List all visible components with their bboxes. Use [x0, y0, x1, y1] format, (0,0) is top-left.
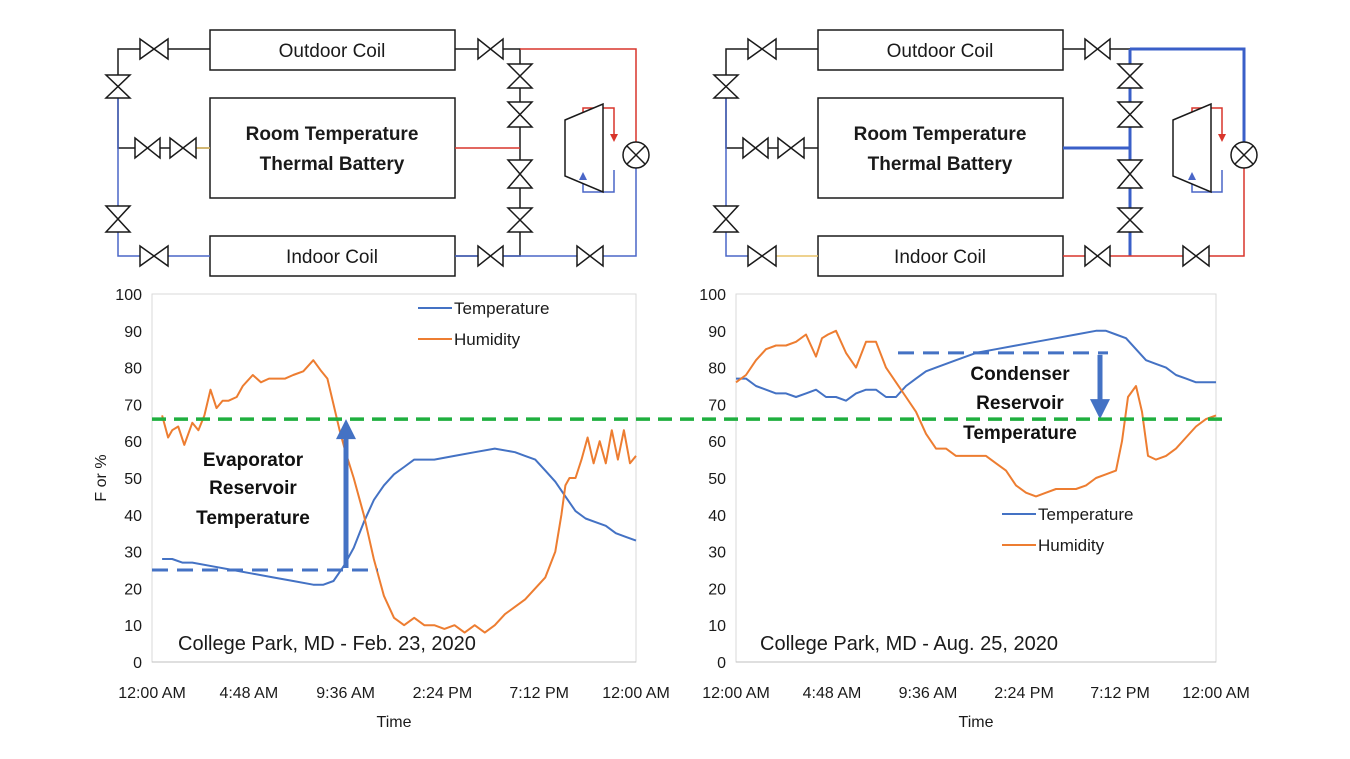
annotation-line: Condenser: [970, 364, 1070, 385]
x-tick-label: 7:12 PM: [1090, 685, 1150, 702]
valves-right: [712, 37, 1210, 268]
x-tick-label: 2:24 PM: [413, 685, 473, 702]
y-tick-label: 90: [124, 324, 142, 341]
outdoor-coil-label-left: Outdoor Coil: [279, 41, 386, 62]
valves-left: [104, 37, 604, 268]
y-tick-label: 40: [124, 508, 142, 525]
y-tick-label: 0: [133, 655, 142, 672]
indoor-coil-label-left: Indoor Coil: [286, 247, 378, 268]
x-tick-label: 4:48 AM: [803, 685, 862, 702]
y-tick-label: 30: [124, 545, 142, 562]
y-tick-label: 10: [124, 618, 142, 635]
y-tick-label: 50: [124, 471, 142, 488]
y-tick-label: 20: [124, 581, 142, 598]
y-tick-label: 30: [708, 545, 726, 562]
chart-right: 0 10 20 30 40 50 60 70 80 90 100 12:00 AM 4:48 AM 9:3…: [699, 287, 1250, 731]
battery-label-2-right: Thermal Battery: [868, 154, 1013, 175]
annotation-line: Evaporator: [203, 450, 304, 471]
piping-left: [117, 48, 637, 257]
x-tick-label: 2:24 PM: [994, 685, 1054, 702]
x-tick-label: 4:48 AM: [219, 685, 278, 702]
compressor-right: [1172, 102, 1212, 194]
battery-label-1-right: Room Temperature: [854, 124, 1027, 145]
y-tick-label: 60: [708, 434, 726, 451]
legend-label: Humidity: [454, 330, 521, 349]
y-tick-label: 90: [708, 324, 726, 341]
x-tick-label: 9:36 AM: [316, 685, 375, 702]
legend-label: Temperature: [1038, 505, 1133, 524]
outdoor-coil-label-right: Outdoor Coil: [887, 41, 994, 62]
y-tick-label: 0: [717, 655, 726, 672]
indoor-coil-box-left: [209, 235, 456, 277]
x-axis-label: Time: [959, 714, 994, 731]
battery-box-left: [209, 97, 456, 199]
plot-area: [735, 293, 1217, 663]
outdoor-coil-box-left: [209, 29, 456, 71]
y-tick-label: 100: [699, 287, 726, 304]
chart-caption: College Park, MD - Aug. 25, 2020: [760, 633, 1058, 655]
annotation-line: Temperature: [196, 508, 310, 529]
x-tick-label: 9:36 AM: [899, 685, 958, 702]
y-tick-label: 10: [708, 618, 726, 635]
delta-arrow-head: [1090, 399, 1110, 420]
series-line-humidity: [161, 359, 637, 634]
diagram-right: Outdoor Coil Room Temperature Thermal Ba…: [712, 29, 1258, 277]
battery-label-1-left: Room Temperature: [246, 124, 419, 145]
annotation-line: Reservoir: [976, 393, 1064, 414]
y-tick-label: 50: [708, 471, 726, 488]
annotation-line: Temperature: [963, 423, 1077, 444]
x-tick-label: 12:00 AM: [118, 685, 186, 702]
compressor-left: [564, 102, 604, 194]
annotation-line: Reservoir: [209, 478, 297, 499]
x-tick-label: 12:00 AM: [1182, 685, 1250, 702]
x-axis-label: Time: [377, 714, 412, 731]
y-tick-label: 20: [708, 581, 726, 598]
chart-left: 0 10 20 30 40 50 60 70 80 90 100 12:00 AM 4:48 AM 9:3…: [93, 287, 670, 731]
legend-label: Temperature: [454, 299, 549, 318]
y-tick-label: 100: [115, 287, 142, 304]
y-tick-label: 70: [708, 397, 726, 414]
series-line-temperature: [162, 447, 637, 586]
y-tick-label: 80: [124, 361, 142, 378]
y-axis-label: F or %: [93, 454, 110, 501]
series-line-temperature: [736, 329, 1216, 402]
y-tick-label: 70: [124, 397, 142, 414]
battery-box-right: [817, 97, 1064, 199]
y-tick-label: 80: [708, 361, 726, 378]
indoor-coil-label-right: Indoor Coil: [894, 247, 986, 268]
indoor-coil-box-right: [817, 235, 1064, 277]
outdoor-coil-box-right: [817, 29, 1064, 71]
x-tick-label: 7:12 PM: [509, 685, 569, 702]
delta-arrow-head: [336, 419, 356, 440]
series-line-humidity: [735, 329, 1217, 498]
x-tick-label: 12:00 AM: [702, 685, 770, 702]
chart-caption: College Park, MD - Feb. 23, 2020: [178, 633, 476, 655]
y-tick-label: 40: [708, 508, 726, 525]
diagram-left: Outdoor Coil Room Temperature Thermal Ba…: [104, 29, 650, 277]
legend-label: Humidity: [1038, 536, 1105, 555]
battery-label-2-left: Thermal Battery: [260, 154, 405, 175]
x-tick-label: 12:00 AM: [602, 685, 670, 702]
y-tick-label: 60: [124, 434, 142, 451]
